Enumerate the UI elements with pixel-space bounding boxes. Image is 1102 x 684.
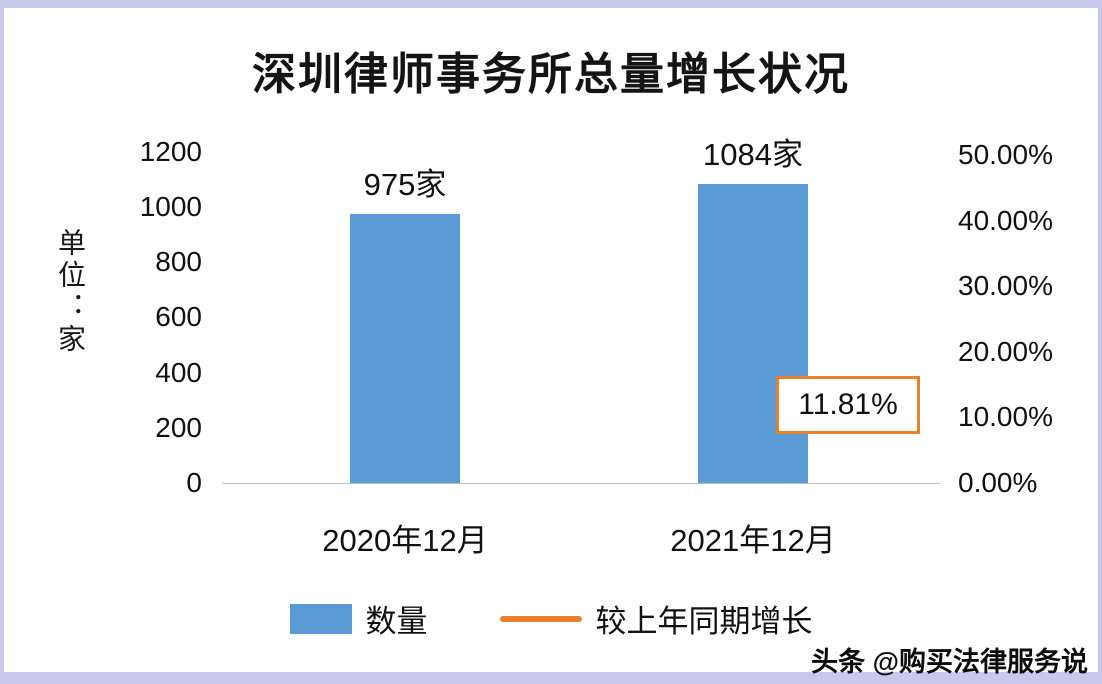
x-axis-line [222,483,940,484]
x-category-2020: 2020年12月 [322,523,488,558]
left-tick: 600 [155,301,202,333]
right-tick: 30.00% [958,270,1053,302]
right-tick: 0.00% [958,466,1038,498]
bar-value-label-2020: 975家 [363,167,447,202]
chart-panel [4,8,1098,672]
legend-line-swatch-icon [499,615,582,622]
growth-rate-callout: 11.81% [776,376,920,434]
left-axis-title: 单位：家 [55,228,86,356]
bar-2021 [698,184,808,483]
right-tick: 40.00% [958,204,1053,236]
right-tick: 50.00% [958,139,1053,170]
left-tick: 1000 [139,191,202,223]
right-tick: 10.00% [958,401,1053,433]
left-tick: 800 [155,246,202,278]
legend-bar-swatch-icon [289,603,352,634]
right-tick: 20.00% [958,335,1053,367]
legend: 数量 较上年同期增长 [0,596,1102,641]
right-axis-ticks: 50.00% 40.00% 30.00% 20.00% 10.00% 0.00% [958,140,1078,498]
bar-value-label-2021: 1084家 [703,137,803,172]
left-tick: 400 [155,356,202,388]
left-tick: 0 [186,466,202,498]
x-category-2021: 2021年12月 [670,523,836,558]
left-tick: 1200 [139,136,202,167]
legend-label-quantity: 数量 [365,604,428,639]
chart-title: 深圳律师事务所总量增长状况 [252,50,850,99]
left-axis-ticks: 1200 1000 800 600 400 200 0 [108,137,202,498]
left-tick: 200 [155,411,202,443]
legend-label-growth: 较上年同期增长 [595,604,813,639]
watermark-toutiao: 头条 @购买法律服务说 [811,647,1088,677]
bar-2020 [350,214,460,483]
